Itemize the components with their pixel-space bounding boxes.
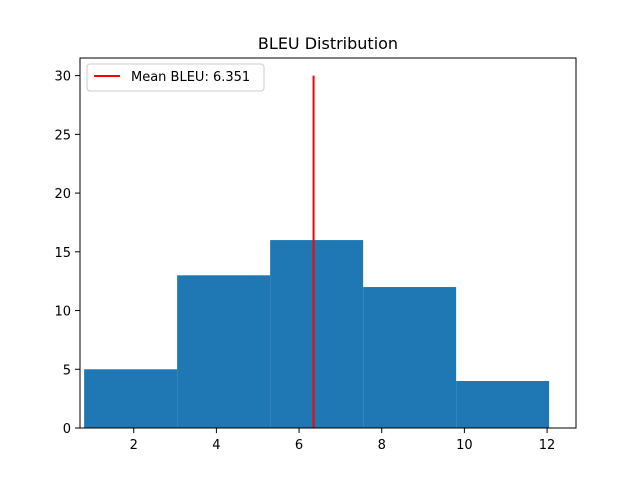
y-axis-tick-label-20: 20 xyxy=(54,187,71,202)
x-axis-tick-label-8: 8 xyxy=(378,438,386,453)
histogram-bar-4 xyxy=(363,287,457,428)
histogram-bar-5 xyxy=(456,381,550,428)
y-axis-tick-label-25: 25 xyxy=(54,128,71,143)
chart-title: BLEU Distribution xyxy=(258,34,398,53)
plot-frame xyxy=(79,57,577,429)
x-axis-tick-label-10: 10 xyxy=(456,438,473,453)
x-axis-tick-label-4: 4 xyxy=(212,438,220,453)
bars-layer xyxy=(84,240,550,428)
legend: Mean BLEU: 6.351 xyxy=(86,63,265,92)
legend-mean-label: Mean BLEU: 6.351 xyxy=(131,70,250,85)
y-axis-tick-label-30: 30 xyxy=(54,70,71,85)
y-axis-tick-label-10: 10 xyxy=(54,305,71,320)
x-axis: 2 4 6 8 10 12 xyxy=(130,428,556,453)
y-axis-tick-label-5: 5 xyxy=(63,363,71,378)
x-axis-tick-label-2: 2 xyxy=(130,438,138,453)
histogram-bar-3 xyxy=(270,240,364,428)
y-axis-tick-label-0: 0 xyxy=(63,422,71,437)
legend-box xyxy=(86,63,265,92)
histogram-bar-1 xyxy=(84,369,178,428)
histogram-bar-2 xyxy=(177,275,271,428)
y-axis-tick-label-15: 15 xyxy=(54,246,71,261)
y-axis: 0 5 10 15 20 25 30 xyxy=(54,70,80,437)
x-axis-tick-label-6: 6 xyxy=(295,438,303,453)
x-axis-tick-label-12: 12 xyxy=(539,438,556,453)
